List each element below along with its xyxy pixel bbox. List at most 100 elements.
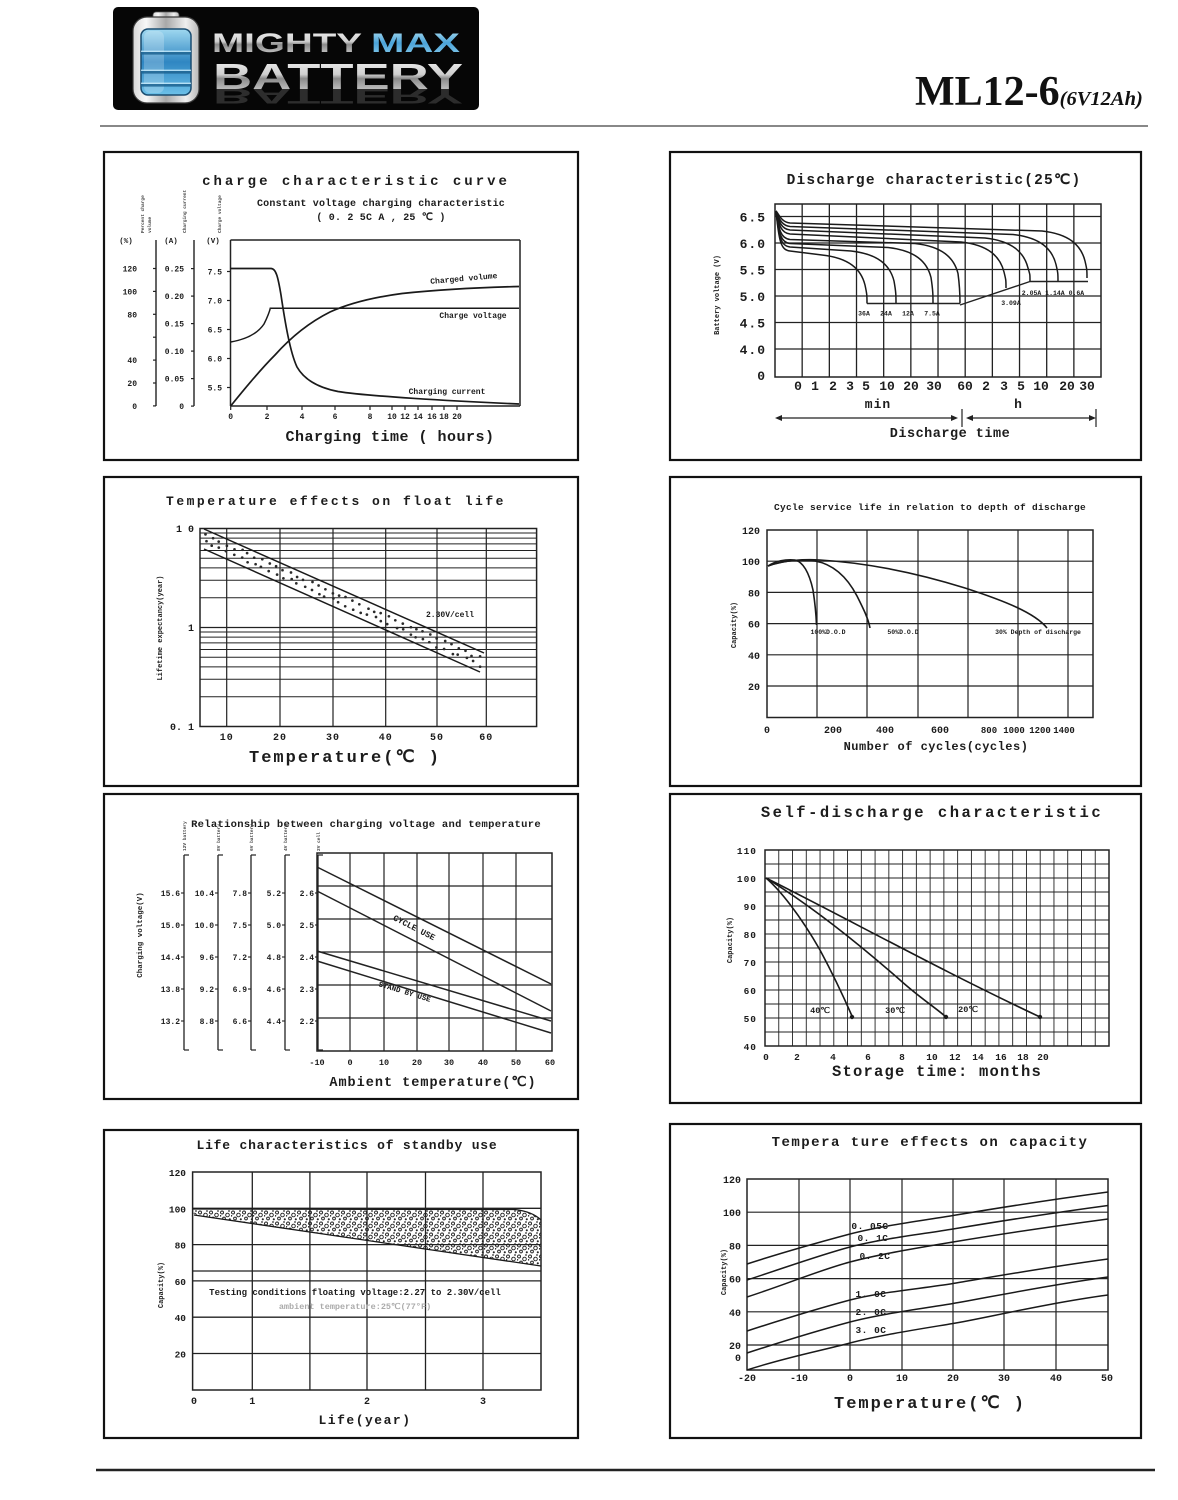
svg-text:CYCLE USE: CYCLE USE xyxy=(391,913,436,943)
svg-text:30% Depth of discharge: 30% Depth of discharge xyxy=(995,629,1081,636)
svg-text:10: 10 xyxy=(879,379,895,394)
svg-text:Charge voltage: Charge voltage xyxy=(439,312,506,321)
svg-text:2V cell: 2V cell xyxy=(316,832,322,851)
svg-text:14.4: 14.4 xyxy=(161,954,180,963)
svg-text:0: 0 xyxy=(228,413,233,422)
svg-text:100: 100 xyxy=(723,1209,741,1220)
svg-text:2.2: 2.2 xyxy=(300,1018,315,1027)
svg-text:1 0: 1 0 xyxy=(176,525,194,536)
svg-text:BATTERY: BATTERY xyxy=(213,84,463,108)
svg-text:600: 600 xyxy=(931,726,949,737)
svg-text:min: min xyxy=(865,397,891,412)
svg-text:Testing conditions floating vo: Testing conditions floating voltage:2.27… xyxy=(209,1288,501,1298)
svg-text:10: 10 xyxy=(220,733,234,744)
svg-text:7.5: 7.5 xyxy=(233,922,248,931)
svg-text:7.5A: 7.5A xyxy=(924,311,940,318)
svg-text:36A: 36A xyxy=(858,311,870,318)
svg-text:6.9: 6.9 xyxy=(233,986,248,995)
svg-text:8.8: 8.8 xyxy=(200,1018,215,1027)
svg-text:8V battery: 8V battery xyxy=(216,824,222,851)
svg-text:12V battery: 12V battery xyxy=(182,821,188,851)
svg-text:50: 50 xyxy=(1101,1374,1113,1385)
svg-text:6.5: 6.5 xyxy=(740,211,766,226)
svg-text:0: 0 xyxy=(764,726,770,737)
svg-text:Life characteristics of standb: Life characteristics of standby use xyxy=(196,1138,497,1153)
svg-text:Temperature effects on float l: Temperature effects on float life xyxy=(166,494,506,509)
svg-text:5.2: 5.2 xyxy=(267,890,282,899)
svg-text:Battery voltage (V): Battery voltage (V) xyxy=(714,255,722,335)
svg-text:4: 4 xyxy=(300,413,305,422)
svg-text:0: 0 xyxy=(735,1354,741,1365)
svg-text:12: 12 xyxy=(400,413,410,422)
svg-text:6V battery: 6V battery xyxy=(249,824,255,851)
svg-text:10: 10 xyxy=(896,1374,908,1385)
svg-text:8: 8 xyxy=(368,413,373,422)
svg-text:7.0: 7.0 xyxy=(208,298,223,307)
svg-text:-10: -10 xyxy=(309,1058,324,1068)
svg-text:7.8: 7.8 xyxy=(233,890,248,899)
svg-text:6.0: 6.0 xyxy=(208,356,223,365)
svg-text:5.0: 5.0 xyxy=(740,290,766,305)
svg-text:Cycle service life in relation: Cycle service life in relation to depth … xyxy=(774,502,1086,513)
svg-text:ML12-6(6V12Ah): ML12-6(6V12Ah) xyxy=(915,69,1143,115)
svg-text:2: 2 xyxy=(794,1052,800,1063)
svg-text:20℃: 20℃ xyxy=(958,1004,978,1015)
svg-text:20: 20 xyxy=(748,683,760,694)
svg-text:3.09A: 3.09A xyxy=(1001,300,1021,307)
svg-text:0: 0 xyxy=(763,1052,769,1063)
svg-text:4.8: 4.8 xyxy=(267,954,282,963)
svg-text:Charging time ( hours): Charging time ( hours) xyxy=(285,429,494,446)
svg-text:20: 20 xyxy=(1059,379,1075,394)
svg-text:100: 100 xyxy=(123,288,138,297)
svg-text:ambient temperature:25℃(77°F): ambient temperature:25℃(77°F) xyxy=(279,1301,431,1312)
svg-text:0.15: 0.15 xyxy=(165,321,184,330)
svg-text:0: 0 xyxy=(179,403,184,412)
svg-text:16: 16 xyxy=(995,1052,1007,1063)
svg-text:2.5: 2.5 xyxy=(300,922,315,931)
svg-text:Capacity(%): Capacity(%) xyxy=(731,602,739,648)
svg-text:1: 1 xyxy=(188,624,194,635)
svg-text:0: 0 xyxy=(794,379,802,394)
svg-text:Constant voltage charging char: Constant voltage charging characteristic xyxy=(257,198,505,210)
svg-text:3: 3 xyxy=(846,379,854,394)
svg-text:2: 2 xyxy=(265,413,270,422)
svg-text:0.05: 0.05 xyxy=(165,376,184,385)
svg-text:40: 40 xyxy=(175,1313,187,1324)
svg-text:30℃: 30℃ xyxy=(885,1005,905,1016)
svg-text:10: 10 xyxy=(926,1052,938,1063)
svg-text:5.5: 5.5 xyxy=(740,264,766,279)
svg-text:10.0: 10.0 xyxy=(195,922,214,931)
svg-text:(A): (A) xyxy=(164,238,178,246)
svg-text:10: 10 xyxy=(379,1058,389,1068)
svg-text:40: 40 xyxy=(1050,1374,1062,1385)
svg-text:2.6: 2.6 xyxy=(300,890,315,899)
svg-text:120: 120 xyxy=(123,266,138,275)
svg-text:6.5: 6.5 xyxy=(208,327,223,336)
svg-text:60: 60 xyxy=(545,1058,555,1068)
svg-text:Discharge time: Discharge time xyxy=(890,427,1010,442)
svg-text:Temperature(℃ ): Temperature(℃ ) xyxy=(249,749,441,768)
svg-text:30: 30 xyxy=(444,1058,454,1068)
svg-text:( 0. 2 5C A , 25 ℃ ): ( 0. 2 5C A , 25 ℃ ) xyxy=(316,212,445,224)
svg-text:4V battery: 4V battery xyxy=(283,824,289,851)
svg-text:20: 20 xyxy=(412,1058,422,1068)
svg-text:60: 60 xyxy=(957,379,973,394)
svg-text:5: 5 xyxy=(1017,379,1025,394)
svg-text:Storage time: months: Storage time: months xyxy=(832,1063,1042,1081)
svg-text:20: 20 xyxy=(127,380,137,389)
svg-text:40: 40 xyxy=(744,1042,757,1053)
svg-text:110: 110 xyxy=(737,846,757,857)
svg-text:2. 0C: 2. 0C xyxy=(855,1307,886,1318)
svg-text:1000: 1000 xyxy=(1003,726,1025,736)
svg-text:Life(year): Life(year) xyxy=(318,1413,411,1428)
svg-text:30: 30 xyxy=(1079,379,1095,394)
svg-text:-10: -10 xyxy=(790,1374,808,1385)
svg-text:50%D.O.D: 50%D.O.D xyxy=(887,629,918,636)
svg-text:50: 50 xyxy=(511,1058,521,1068)
svg-text:20: 20 xyxy=(452,413,462,422)
svg-text:60: 60 xyxy=(175,1277,187,1288)
svg-text:Percent charge: Percent charge xyxy=(140,195,146,233)
svg-text:20: 20 xyxy=(729,1342,741,1353)
svg-text:1200: 1200 xyxy=(1029,726,1051,736)
svg-text:2: 2 xyxy=(829,379,837,394)
